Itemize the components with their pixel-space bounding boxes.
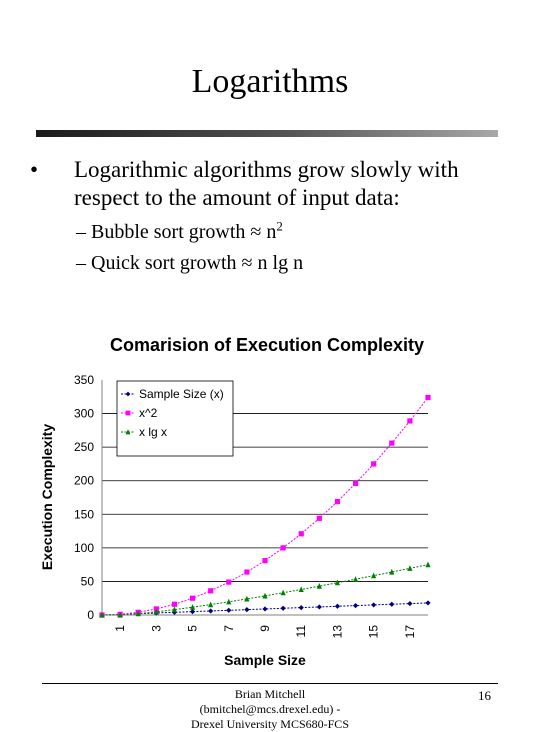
y-tick-label: 350 [74, 373, 94, 387]
chart-x-axis-label: Sample Size [224, 652, 306, 668]
execution-complexity-chart: Comarision of Execution Complexity Execu… [39, 335, 431, 668]
y-tick-label: 150 [74, 507, 94, 521]
data-point [125, 410, 131, 416]
y-tick-label: 300 [74, 407, 94, 421]
sub-item-marker: – [76, 252, 86, 274]
footer-divider [42, 683, 498, 684]
title-divider [36, 130, 498, 137]
legend-label: x lg x [139, 425, 167, 439]
data-point [244, 595, 250, 602]
data-point [171, 601, 178, 607]
data-point [189, 609, 196, 615]
data-point [280, 605, 286, 611]
legend-box [116, 380, 234, 457]
data-point [117, 611, 123, 618]
data-point [262, 606, 268, 612]
data-point [99, 611, 105, 618]
data-point [371, 602, 377, 608]
x-tick-label: 11 [294, 625, 308, 638]
legend-label: Sample Size (x) [139, 387, 224, 401]
sub-item-quick-sort: – Quick sort growth ≈ n lg n [76, 251, 303, 275]
data-point [189, 604, 196, 610]
footer-author-email: (bmitchel@mcs.drexel.edu) - [199, 702, 341, 716]
x-tick-label: 3 [149, 625, 163, 632]
data-point [371, 572, 377, 579]
data-point [316, 604, 322, 610]
data-point [389, 568, 395, 575]
y-tick-label: 50 [81, 574, 95, 588]
data-point [226, 598, 232, 605]
sub-item-superscript: 2 [276, 218, 283, 234]
data-point [171, 609, 178, 615]
slide-title: Logarithms [191, 63, 349, 100]
chart-legend: Sample Size (x) x^2 x lg x [116, 380, 234, 457]
data-point [298, 531, 304, 537]
data-point [371, 461, 377, 467]
y-tick-label: 200 [74, 474, 94, 488]
data-point [316, 583, 322, 589]
data-point [262, 558, 268, 564]
page-number: 16 [478, 688, 491, 703]
x-tick-label: 5 [186, 625, 200, 632]
x-tick-label: 17 [403, 625, 417, 639]
sub-item-bubble-sort: – Bubble sort growth ≈ n2 [76, 218, 283, 244]
data-point [352, 480, 359, 486]
footer-author-name: Brian Mitchell [234, 687, 306, 701]
data-point [208, 601, 214, 608]
chart-y-axis-label: Execution Complexity [39, 424, 55, 570]
data-point [244, 569, 250, 575]
y-tick-label: 250 [74, 440, 94, 454]
data-point [407, 565, 413, 571]
data-point [189, 595, 196, 601]
data-point [389, 601, 395, 607]
data-point [316, 515, 322, 521]
x-tick-label: 13 [330, 625, 344, 639]
bullet-text: Logarithmic algorithms grow slowly with … [74, 157, 459, 210]
data-point [226, 579, 232, 585]
data-point [407, 600, 413, 607]
data-point [352, 576, 359, 582]
x-tick-label: 9 [258, 625, 272, 632]
data-point [208, 588, 214, 594]
data-point [208, 608, 214, 614]
sub-item-text: Quick sort growth ≈ n lg n [91, 252, 304, 274]
data-point [262, 592, 268, 599]
data-point [244, 607, 250, 613]
data-point [425, 561, 431, 568]
data-point [334, 498, 341, 505]
data-point [298, 605, 304, 611]
data-point [425, 394, 431, 401]
data-point [334, 603, 341, 609]
data-point [352, 603, 359, 609]
legend-label: x^2 [139, 406, 158, 420]
x-tick-label: 15 [367, 625, 381, 639]
y-tick-label: 100 [74, 541, 94, 555]
x-tick-label: 7 [222, 625, 236, 632]
footer-author: Brian Mitchell (bmitchel@mcs.drexel.edu)… [120, 687, 420, 732]
data-point [153, 608, 159, 615]
data-point [125, 429, 131, 435]
data-point [171, 606, 178, 613]
data-point [226, 607, 232, 613]
footer-author-affiliation: Drexel University MCS680-FCS [190, 717, 349, 731]
data-point [280, 545, 286, 551]
chart-title: Comarision of Execution Complexity [110, 335, 424, 355]
x-tick-label: 1 [113, 625, 127, 632]
data-point [389, 440, 395, 446]
data-point [425, 600, 431, 606]
data-point [280, 589, 286, 596]
data-point [298, 586, 304, 593]
y-tick-label: 0 [87, 608, 94, 622]
sub-item-marker: – [76, 221, 86, 243]
data-point [334, 579, 341, 586]
data-point [407, 418, 413, 424]
bullet-marker: • [30, 157, 39, 182]
sub-item-text: Bubble sort growth ≈ n [91, 221, 277, 243]
data-point [135, 610, 141, 617]
